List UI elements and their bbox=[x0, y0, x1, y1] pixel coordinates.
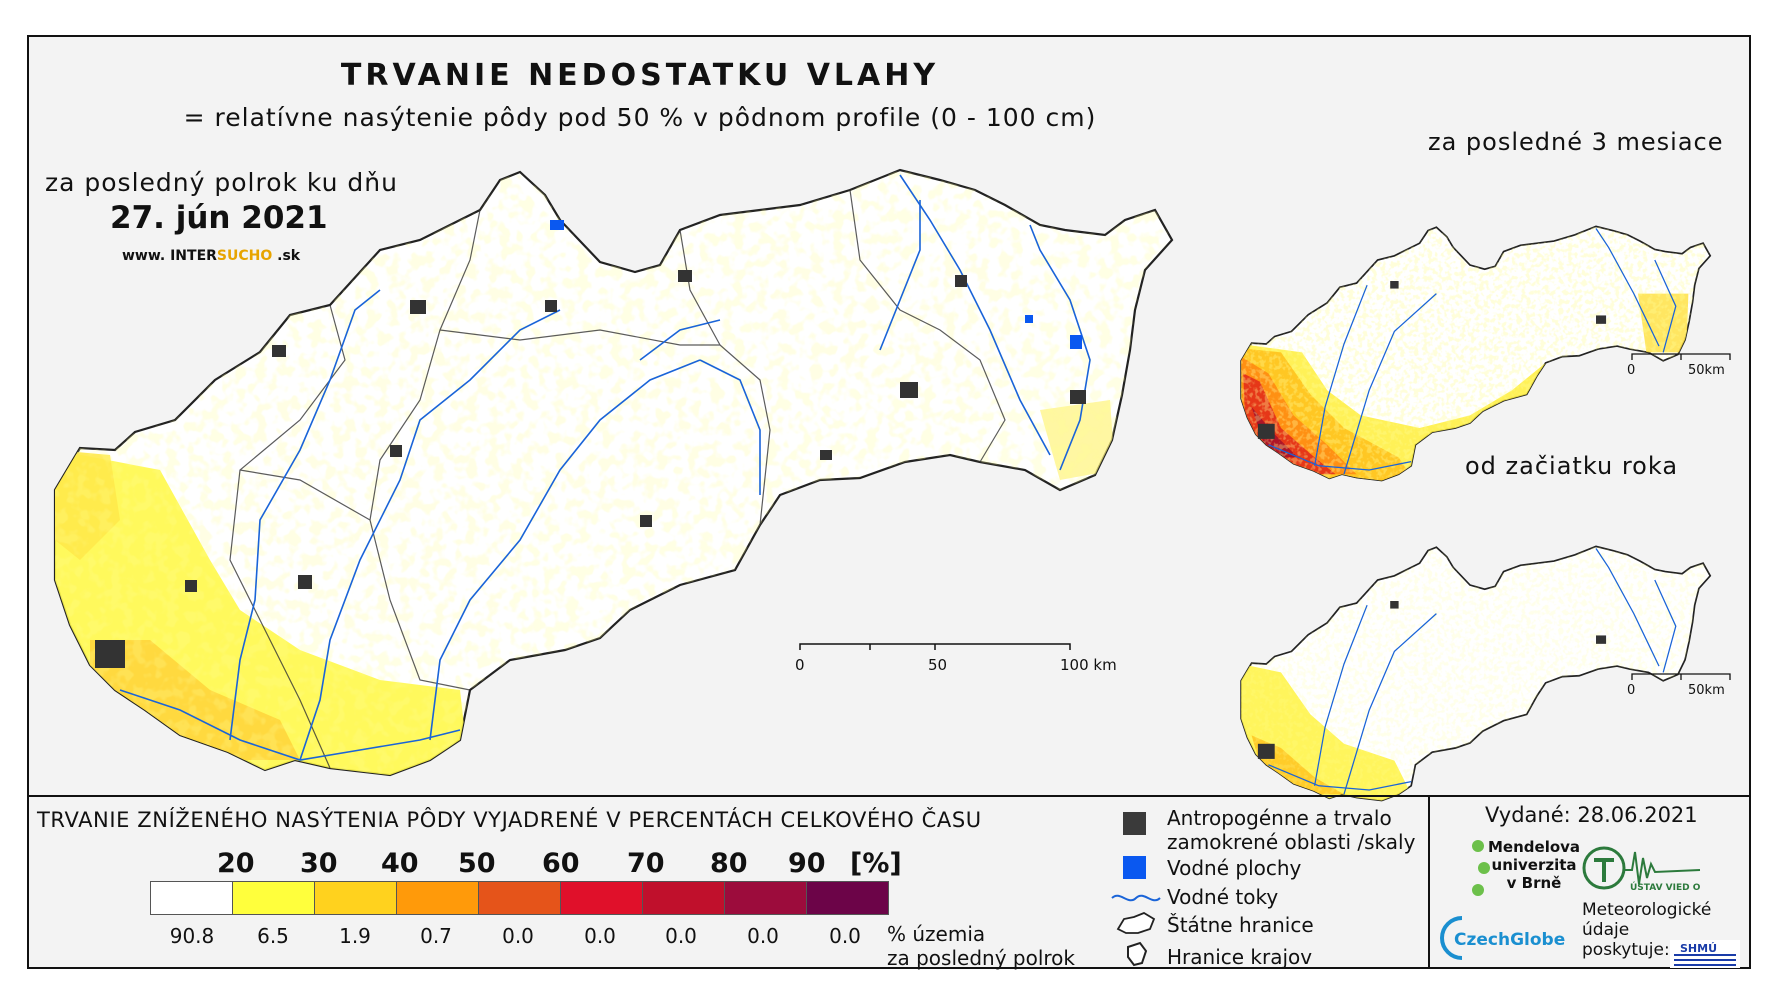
threshold-unit: [%] bbox=[850, 848, 902, 879]
ustav-vied-logo: ÚSTAV VIED O ZEMI bbox=[1582, 846, 1702, 893]
meteo-line3: poskytuje: bbox=[1582, 940, 1670, 960]
mendel-dots-icon bbox=[1472, 840, 1490, 896]
color-class-5 bbox=[561, 882, 643, 914]
color-class-2 bbox=[315, 882, 397, 914]
legend-title: TRVANIE ZNÍŽENÉHO NASÝTENIA PÔDY VYJADRE… bbox=[37, 808, 982, 832]
main-scale-tick-50: 50 bbox=[928, 656, 947, 674]
anthropogenic-areas bbox=[95, 270, 1086, 668]
mendel-line1: Mendelova bbox=[1488, 838, 1581, 856]
map-subtitle: = relatívne nasýtenie pôdy pod 50 % v pô… bbox=[183, 103, 1097, 132]
color-class-1 bbox=[233, 882, 315, 914]
anthropogenic-label: Antropogénne a trvalo zamokrené oblasti … bbox=[1167, 806, 1415, 854]
main-scale-tick-0: 0 bbox=[795, 656, 805, 674]
region-border-symbol bbox=[1127, 941, 1148, 967]
anthropogenic-label-line2: zamokrené oblasti /skaly bbox=[1167, 830, 1416, 854]
ustav-text: ÚSTAV VIED O ZEMI bbox=[1630, 881, 1702, 893]
threshold-40: 40 bbox=[381, 848, 419, 879]
pct-value-0: 90.8 bbox=[169, 924, 215, 948]
anthropogenic-swatch bbox=[1123, 812, 1146, 835]
inset-top-scale: 0 50km bbox=[1627, 353, 1731, 378]
pct-label-line1: % územia bbox=[887, 922, 986, 946]
website-part3: .sk bbox=[272, 248, 301, 264]
rivers-label: Vodné toky bbox=[1167, 885, 1279, 909]
inset-bottom-scale: 0 50km bbox=[1627, 673, 1731, 698]
water-bodies-label: Vodné plochy bbox=[1167, 856, 1302, 880]
czechglobe-text: CzechGlobe bbox=[1454, 930, 1565, 950]
threshold-90: 90 bbox=[788, 848, 826, 879]
color-class-6 bbox=[643, 882, 725, 914]
main-scale-tick-100: 100 km bbox=[1060, 656, 1117, 674]
pct-value-5: 0.0 bbox=[584, 924, 616, 948]
region-borders bbox=[229, 189, 1006, 769]
website-link[interactable]: www. INTERSUCHO .sk bbox=[122, 248, 300, 264]
inset-bottom-label: od začiatku roka bbox=[1465, 452, 1679, 480]
color-class-4 bbox=[479, 882, 561, 914]
meteo-credit: Meteorologické údaje poskytuje: bbox=[1582, 900, 1711, 960]
rivers bbox=[119, 174, 1091, 761]
czechglobe-logo: CzechGlobe bbox=[1440, 916, 1565, 960]
meteo-line2: údaje bbox=[1582, 920, 1630, 940]
issued-date: Vydané: 28.06.2021 bbox=[1485, 803, 1698, 827]
inset-top-label: za posledné 3 mesiace bbox=[1428, 128, 1724, 156]
threshold-30: 30 bbox=[300, 848, 338, 879]
pct-value-6: 0.0 bbox=[665, 924, 697, 948]
inset-bottom-scale-tick-0: 0 bbox=[1627, 683, 1635, 698]
color-scale bbox=[150, 881, 889, 915]
website-part2: SUCHO bbox=[216, 248, 273, 264]
main-scale: 0 50 100 km bbox=[795, 643, 1117, 674]
pct-value-8: 0.0 bbox=[829, 924, 861, 948]
credits-separator bbox=[1428, 795, 1430, 969]
main-date: 27. jún 2021 bbox=[110, 200, 328, 236]
inset-bottom-map bbox=[1240, 545, 1712, 802]
threshold-60: 60 bbox=[542, 848, 580, 879]
color-class-8 bbox=[807, 882, 888, 914]
meteo-line1: Meteorologické bbox=[1582, 900, 1712, 920]
water-swatch bbox=[1123, 856, 1146, 879]
pct-value-4: 0.0 bbox=[502, 924, 534, 948]
pct-label: % územia za posledný polrok bbox=[887, 922, 1075, 970]
water-bodies bbox=[550, 220, 1082, 349]
legend-separator bbox=[27, 795, 1751, 797]
region-border-label: Hranice krajov bbox=[1167, 945, 1313, 969]
pct-value-1: 6.5 bbox=[257, 924, 289, 948]
color-class-0 bbox=[151, 882, 233, 914]
main-map bbox=[53, 168, 1174, 777]
inset-bottom-scale-tick-50: 50km bbox=[1688, 683, 1725, 698]
website-part1: www. INTER bbox=[122, 248, 217, 264]
pct-label-line2: za posledný polrok bbox=[887, 946, 1075, 970]
river-symbol bbox=[1111, 894, 1161, 902]
inset-top-scale-tick-0: 0 bbox=[1627, 363, 1635, 378]
pct-value-3: 0.7 bbox=[420, 924, 452, 948]
main-period-label: za posledný polrok ku dňu bbox=[45, 168, 398, 197]
inset-top-map bbox=[1240, 225, 1712, 482]
mendel-line2: univerzita bbox=[1491, 856, 1577, 874]
anthropogenic-label-line1: Antropogénne a trvalo bbox=[1167, 806, 1392, 830]
state-border-symbol bbox=[1116, 911, 1156, 934]
color-class-3 bbox=[397, 882, 479, 914]
line-symbols bbox=[1111, 894, 1161, 967]
color-class-7 bbox=[725, 882, 807, 914]
shmu-logo: SHMÚ bbox=[1670, 940, 1740, 968]
threshold-70: 70 bbox=[627, 848, 665, 879]
mendel-line3: v Brně bbox=[1506, 874, 1562, 892]
inset-top-scale-tick-50: 50km bbox=[1688, 363, 1725, 378]
shmu-text: SHMÚ bbox=[1680, 942, 1717, 955]
threshold-20: 20 bbox=[217, 848, 255, 879]
mendel-logo-text: Mendelova univerzita v Brně bbox=[1488, 838, 1580, 892]
pct-value-7: 0.0 bbox=[747, 924, 779, 948]
threshold-50: 50 bbox=[458, 848, 496, 879]
pct-value-2: 1.9 bbox=[339, 924, 371, 948]
state-border-label: Štátne hranice bbox=[1167, 913, 1314, 937]
map-title: TRVANIE NEDOSTATKU VLAHY bbox=[340, 58, 940, 93]
threshold-80: 80 bbox=[710, 848, 748, 879]
